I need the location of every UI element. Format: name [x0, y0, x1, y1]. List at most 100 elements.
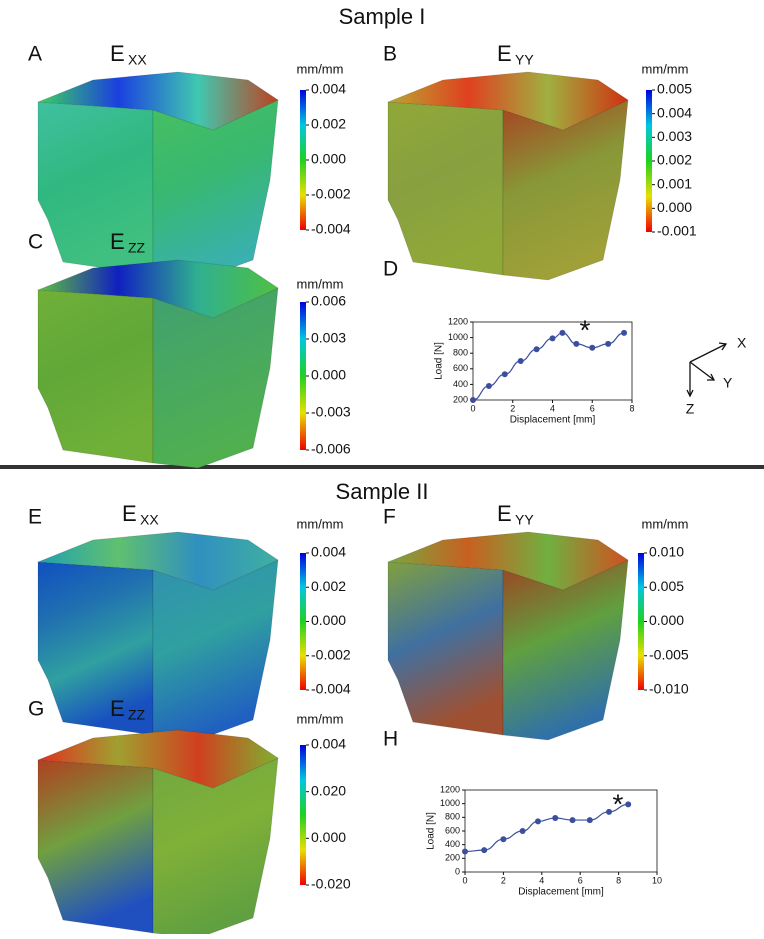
data-point	[481, 847, 488, 854]
panel-letter: F	[383, 506, 396, 529]
section-title: Sample I	[339, 4, 426, 29]
colorbar-label: 0.006	[311, 293, 346, 309]
colorbar	[300, 90, 306, 230]
x-tick-label: 8	[629, 403, 634, 413]
x-tick-label: 2	[510, 403, 515, 413]
block-face	[37, 729, 279, 789]
strain-subscript: YY	[515, 512, 534, 528]
panel-letter: H	[383, 728, 398, 751]
data-point	[549, 335, 556, 342]
axes-icon	[686, 342, 728, 398]
block-face	[37, 71, 279, 131]
x-tick-label: 4	[550, 403, 555, 413]
x-axis-label: Displacement [mm]	[510, 415, 596, 426]
strain-subscript: XX	[128, 52, 147, 68]
y-tick-label: 0	[455, 866, 460, 876]
data-point	[470, 397, 476, 403]
strain-map	[37, 729, 279, 939]
strain-subscript: ZZ	[128, 240, 146, 256]
panel-letter: E	[28, 506, 42, 529]
series-line	[472, 332, 625, 401]
colorbar	[638, 553, 644, 690]
series-line	[464, 803, 629, 853]
colorbar-label: -0.004	[311, 681, 351, 697]
axis-icon-label: Y	[723, 375, 733, 391]
colorbar-label: 0.003	[311, 330, 346, 346]
colorbar-unit: mm/mm	[642, 61, 689, 76]
y-tick-label: 1200	[448, 316, 468, 326]
strain-component: E	[122, 501, 137, 526]
x-tick-label: 0	[462, 875, 467, 885]
colorbar-label: 0.004	[311, 736, 346, 752]
data-point	[586, 817, 593, 824]
strain-map	[37, 71, 279, 281]
strain-map	[37, 259, 279, 469]
data-point	[462, 848, 468, 855]
block-face	[387, 101, 504, 276]
colorbar-label: 0.020	[311, 782, 346, 798]
block-face	[37, 759, 154, 934]
colorbar-label: 0.000	[649, 612, 684, 628]
y-tick-label: 800	[453, 348, 468, 358]
data-point	[517, 358, 524, 364]
strain-subscript: YY	[515, 52, 534, 68]
panel-letter: D	[383, 258, 398, 281]
colorbar	[300, 302, 306, 450]
x-tick-label: 4	[539, 875, 544, 885]
panel-letter: C	[28, 231, 43, 254]
colorbar-label: -0.005	[649, 646, 689, 662]
block-face	[37, 531, 279, 591]
colorbar-unit: mm/mm	[297, 61, 344, 76]
data-point	[573, 340, 580, 347]
colorbar-label: -0.003	[311, 404, 351, 420]
data-point	[606, 808, 612, 815]
x-tick-label: 0	[470, 403, 475, 413]
y-tick-label: 1200	[440, 784, 460, 794]
y-tick-label: 1000	[440, 798, 460, 808]
y-tick-label: 200	[445, 853, 460, 863]
colorbar-label: 0.004	[311, 544, 346, 560]
y-axis-label: Load [N]	[434, 342, 445, 380]
strain-component: E	[110, 229, 125, 254]
x-tick-label: 6	[578, 875, 583, 885]
colorbar-label: -0.002	[311, 646, 351, 662]
colorbar-label: 0.000	[311, 151, 346, 167]
axis-icon-label: Z	[686, 401, 695, 417]
block-face	[387, 71, 629, 131]
x-tick-label: 8	[616, 875, 621, 885]
y-tick-label: 800	[445, 812, 460, 822]
block-face	[387, 531, 629, 591]
colorbar-label: -0.001	[657, 223, 697, 239]
colorbar-unit: mm/mm	[297, 516, 344, 531]
data-point	[500, 836, 507, 843]
annotation: *	[613, 788, 624, 819]
colorbar-label: 0.002	[311, 116, 346, 132]
colorbar-label: 0.003	[657, 128, 692, 144]
x-tick-label: 2	[501, 875, 506, 885]
strain-subscript: ZZ	[128, 707, 146, 723]
data-point	[552, 815, 559, 822]
plot-frame	[472, 321, 633, 401]
strain-component: E	[110, 41, 125, 66]
strain-map	[37, 531, 279, 741]
data-point	[485, 382, 492, 389]
data-point	[589, 344, 596, 351]
colorbar	[300, 553, 306, 690]
colorbar-label: 0.001	[657, 175, 692, 191]
colorbar-label: -0.006	[311, 441, 351, 457]
block-face	[37, 289, 154, 464]
data-point	[569, 817, 576, 824]
colorbar-label: 0.000	[311, 829, 346, 845]
y-tick-label: 200	[453, 394, 468, 404]
panel-letter: A	[28, 43, 42, 66]
y-tick-label: 400	[445, 839, 460, 849]
colorbar-label: -0.002	[311, 186, 351, 202]
colorbar-label: -0.010	[649, 681, 689, 697]
axis-icon-label: X	[737, 335, 747, 351]
strain-component: E	[110, 696, 125, 721]
section-title: Sample II	[336, 479, 429, 504]
annotation: *	[580, 314, 591, 345]
strain-map	[387, 531, 629, 741]
colorbar-label: 0.004	[311, 81, 346, 97]
colorbar-label: 0.000	[311, 612, 346, 628]
